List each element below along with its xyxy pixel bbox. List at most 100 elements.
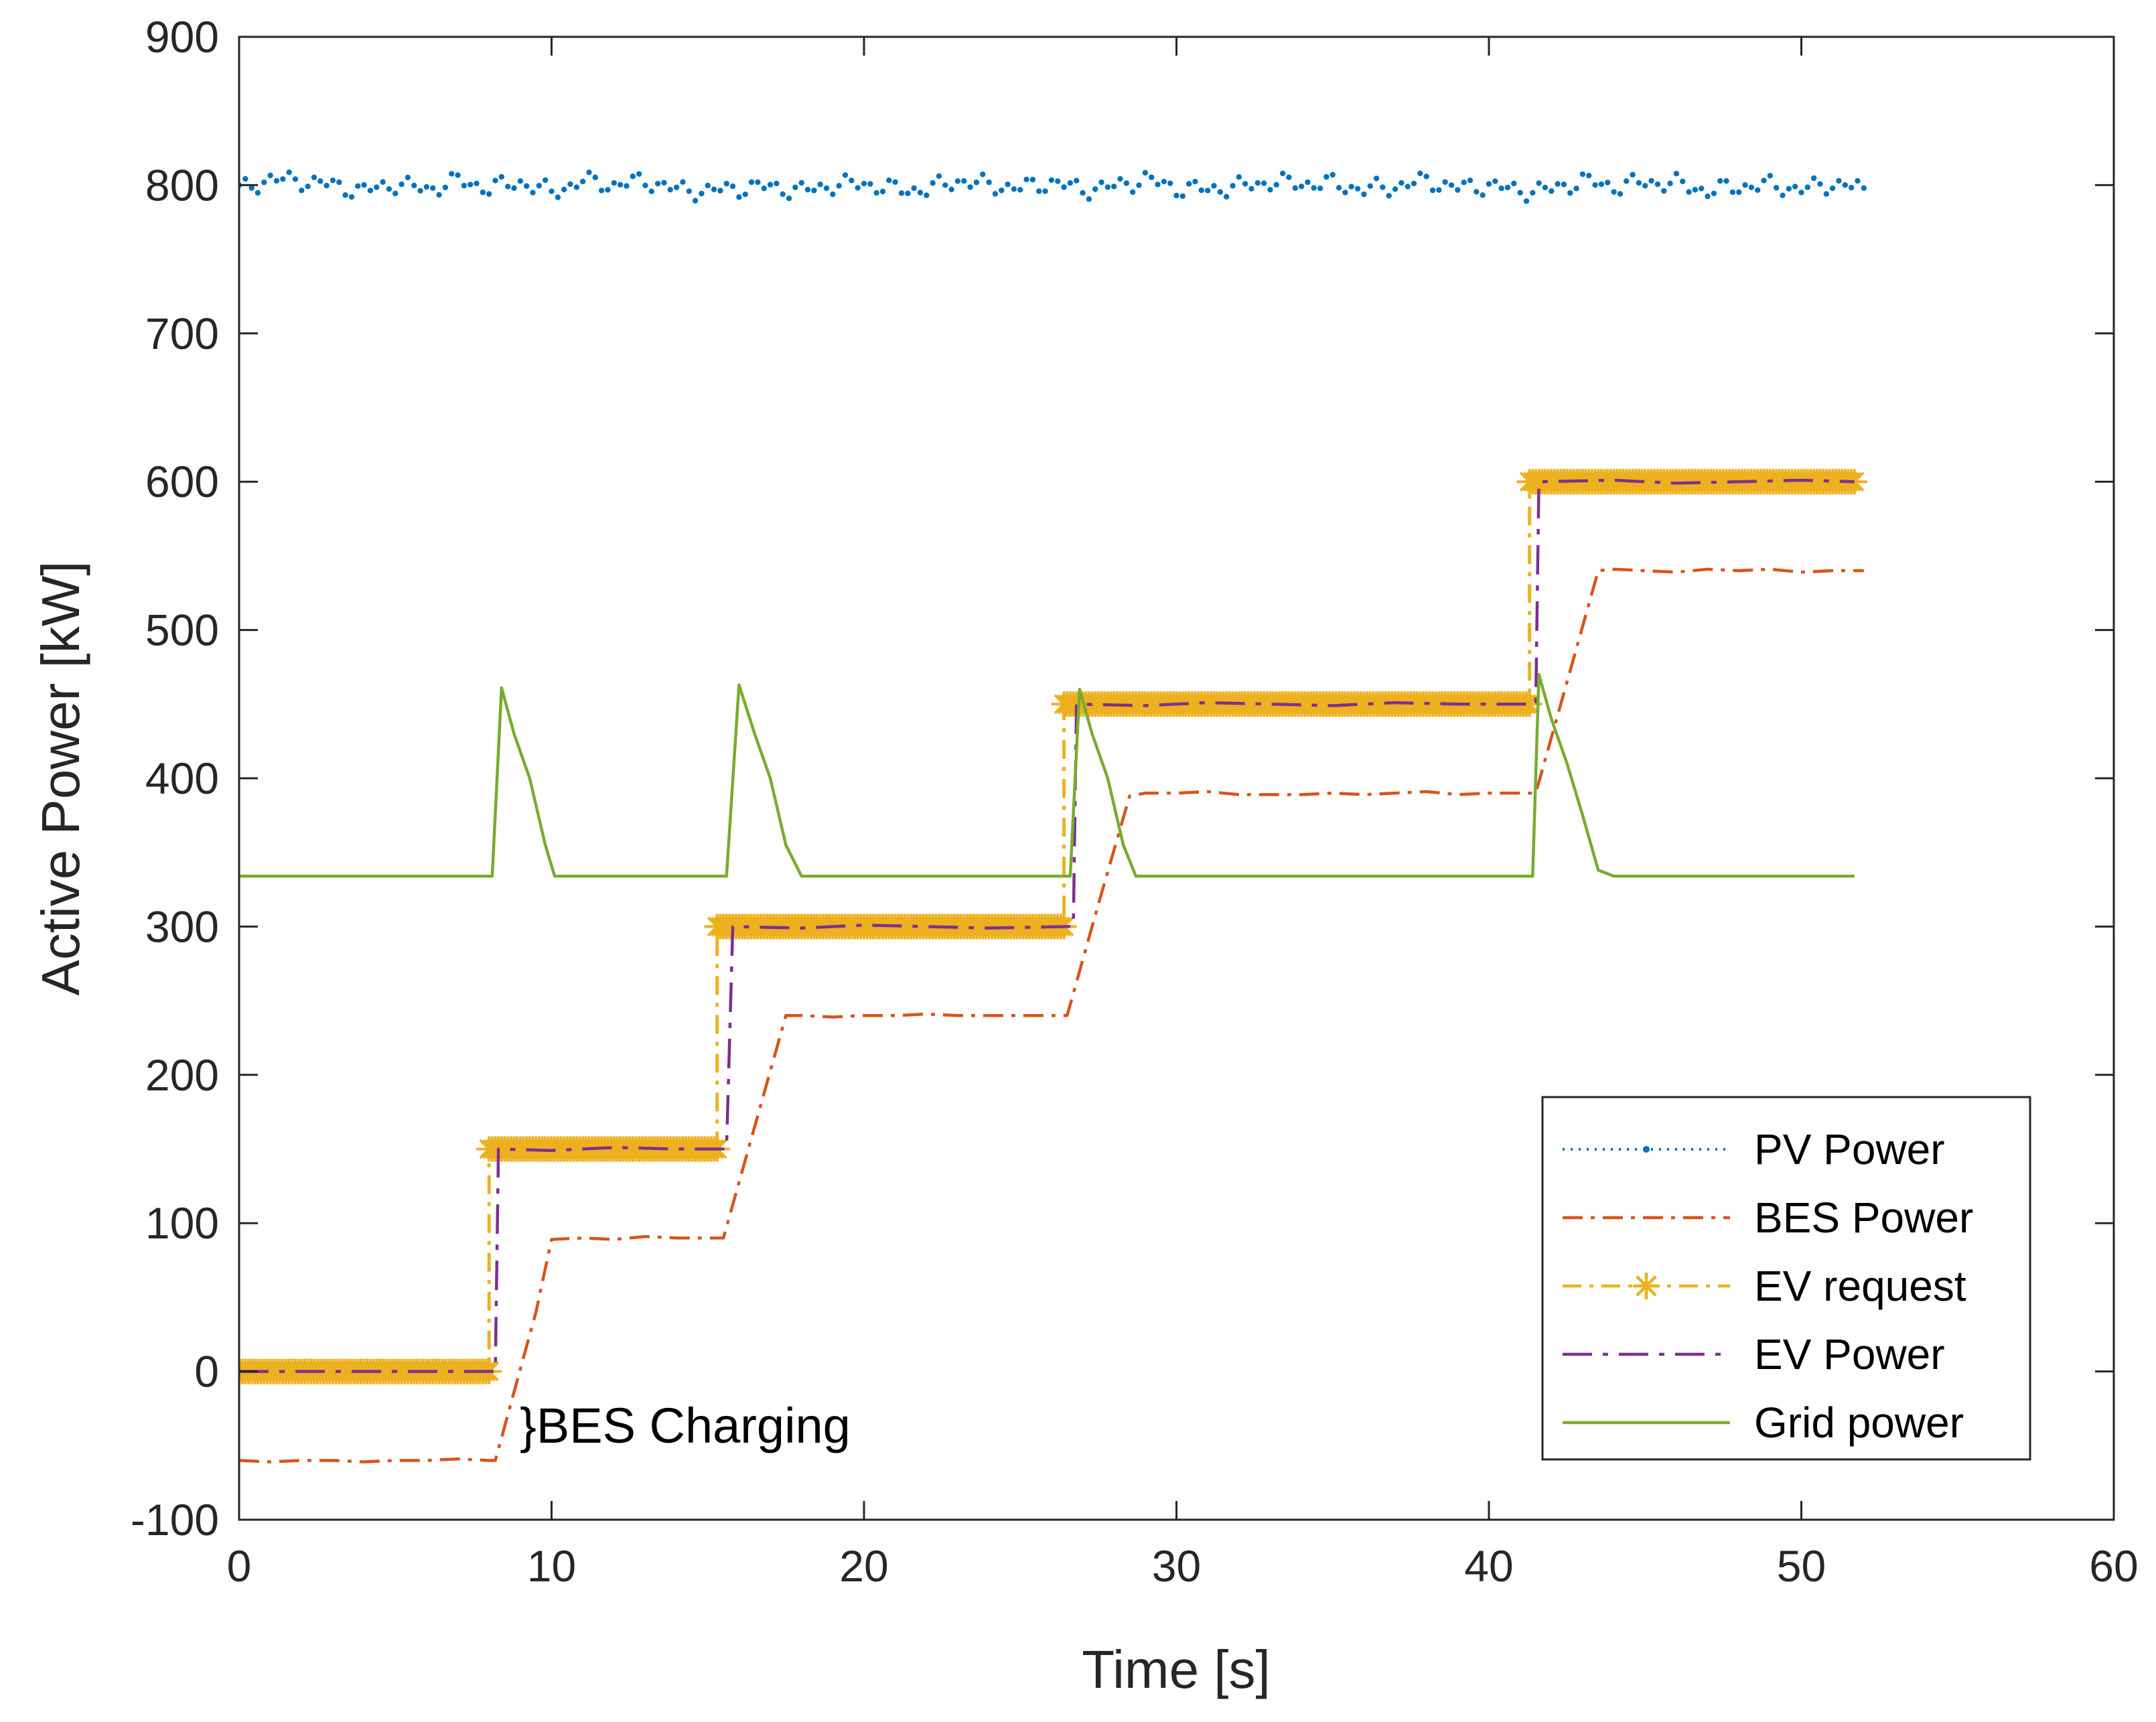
- pv-power-point: [1767, 173, 1774, 179]
- pv-power-point: [1810, 175, 1817, 182]
- y-tick-label: 700: [145, 309, 219, 358]
- pv-power-point: [1630, 171, 1636, 178]
- pv-power-point: [1861, 185, 1867, 192]
- pv-power-point: [830, 191, 836, 198]
- y-tick-label: 800: [145, 160, 219, 210]
- y-tick-label: 300: [145, 902, 219, 951]
- pv-power-point: [1248, 186, 1254, 192]
- pv-power-point: [1261, 180, 1267, 186]
- pv-power-point: [530, 190, 536, 196]
- pv-power-point: [1367, 183, 1373, 189]
- pv-power-point: [1461, 180, 1467, 186]
- pv-power-point: [286, 169, 292, 175]
- pv-power-point: [924, 192, 930, 198]
- pv-power-point: [1298, 184, 1305, 190]
- pv-power-point: [842, 172, 849, 178]
- pv-power-point: [317, 178, 324, 184]
- pv-power-point: [1586, 172, 1592, 179]
- pv-power-point: [1480, 192, 1486, 198]
- pv-power-point: [1474, 189, 1480, 195]
- pv-power-point: [1185, 181, 1192, 187]
- pv-power-point: [1417, 170, 1423, 177]
- pv-power-point: [1823, 191, 1830, 197]
- pv-power-point: [1011, 186, 1017, 192]
- x-tick-label: 60: [2089, 1541, 2138, 1591]
- pv-power-point: [1386, 193, 1392, 199]
- pv-power-point: [855, 185, 861, 191]
- pv-power-point: [1286, 174, 1292, 180]
- y-tick-label: 400: [145, 754, 219, 803]
- pv-power-point: [1136, 182, 1142, 188]
- pv-power-point: [1423, 173, 1429, 180]
- pv-power-point: [1798, 190, 1804, 196]
- legend-label: PV Power: [1754, 1125, 1945, 1173]
- pv-power-point: [611, 180, 617, 186]
- pv-power-point: [280, 176, 286, 182]
- pv-power-point: [1161, 178, 1167, 185]
- pv-power-point: [1361, 191, 1367, 198]
- pv-power-point: [755, 179, 761, 186]
- pv-power-point: [1667, 180, 1673, 187]
- y-tick-label: 0: [194, 1347, 219, 1396]
- pv-power-point: [1042, 188, 1048, 194]
- pv-power-point: [442, 184, 449, 191]
- pv-power-point: [1123, 180, 1130, 186]
- pv-power-point: [1848, 184, 1855, 191]
- y-axis-title: Active Power [kW]: [31, 561, 90, 995]
- pv-power-point: [1067, 180, 1074, 186]
- pv-power-point: [736, 194, 742, 200]
- pv-power-point: [867, 181, 873, 187]
- pv-power-point: [879, 188, 886, 195]
- pv-power-point: [961, 178, 967, 184]
- legend-entry-bes-power: BES Power: [1563, 1194, 1973, 1242]
- pv-power-point: [1380, 184, 1386, 190]
- pv-power-point: [1223, 194, 1230, 200]
- pv-power-point: [386, 186, 392, 192]
- bes-charging-annotation: }BES Charging: [520, 1398, 851, 1453]
- pv-power-point: [355, 183, 361, 190]
- pv-power-point: [1267, 187, 1273, 193]
- pv-power-point: [255, 190, 261, 196]
- pv-power-point: [342, 192, 348, 198]
- series-pv-power: [239, 169, 1867, 204]
- pv-power-point: [536, 183, 543, 189]
- pv-power-point: [1467, 177, 1474, 184]
- pv-power-point: [399, 181, 405, 188]
- pv-power-point: [480, 189, 486, 196]
- series-layer: [239, 169, 1867, 1463]
- pv-power-point: [948, 186, 954, 193]
- pv-power-point: [1354, 186, 1361, 192]
- pv-power-point: [504, 184, 511, 190]
- pv-power-point: [1555, 181, 1561, 187]
- pv-power-point: [549, 188, 555, 194]
- pv-power-point: [1117, 175, 1123, 182]
- pv-power-point: [692, 198, 699, 204]
- pv-power-point: [1092, 186, 1098, 192]
- pv-power-point: [1498, 185, 1504, 192]
- pv-power-point: [586, 169, 592, 175]
- pv-power-point: [367, 188, 374, 194]
- pv-power-point: [999, 188, 1005, 194]
- pv-power-point: [273, 177, 280, 184]
- pv-power-point: [1323, 173, 1329, 180]
- plot-frame: [238, 35, 2115, 1521]
- pv-power-point: [699, 190, 705, 197]
- pv-power-point: [748, 179, 755, 186]
- pv-power-point: [423, 184, 430, 190]
- pv-power-point: [905, 190, 911, 197]
- series-grid-power: [239, 672, 1855, 878]
- pv-power-point: [1086, 196, 1092, 202]
- pv-power-point: [654, 180, 661, 187]
- pv-power-point: [511, 185, 517, 192]
- pv-power-point: [605, 187, 611, 193]
- pv-power-point: [1111, 184, 1117, 190]
- pv-power-point: [1579, 171, 1586, 177]
- pv-power-point: [1273, 182, 1279, 188]
- pv-power-point: [705, 182, 711, 189]
- pv-power-point: [1048, 177, 1055, 184]
- pv-power-point: [680, 179, 686, 185]
- legend-box: [1541, 1096, 2031, 1461]
- pv-power-point: [517, 178, 524, 184]
- pv-power-point: [1017, 187, 1023, 193]
